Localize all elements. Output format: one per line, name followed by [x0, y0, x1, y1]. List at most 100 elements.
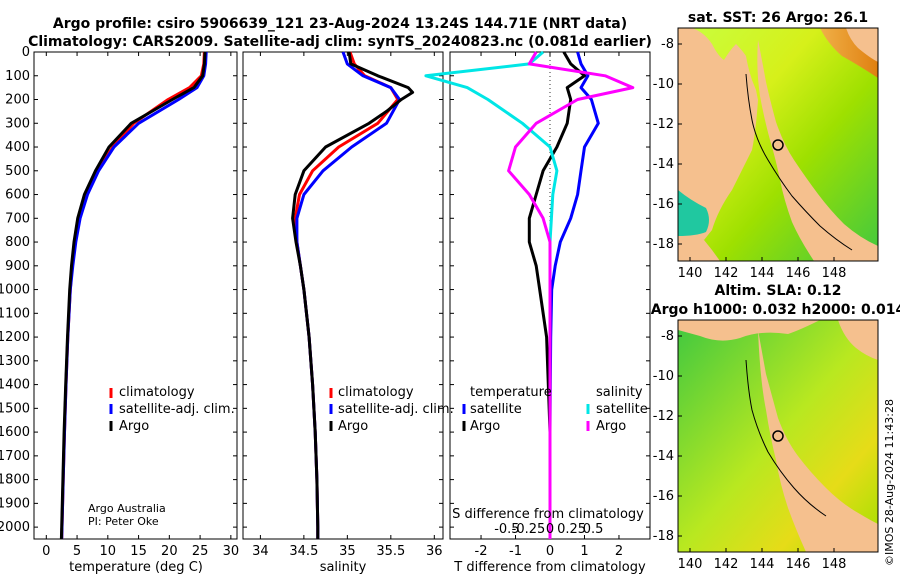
map-xtick-label: 140: [678, 557, 703, 572]
map-xtick-label: 148: [822, 266, 847, 281]
legend-title-salinity: salinity: [596, 385, 643, 400]
sla-map: [677, 319, 879, 553]
map-xtick-label: 142: [714, 557, 739, 572]
sla-map-shelf-contour: [745, 359, 827, 517]
map-xtick-label: 140: [678, 266, 703, 281]
legend-label-sal-satellite: satellite: [596, 402, 648, 417]
legend-label-satellite: satellite-adj. clim.: [338, 402, 454, 417]
map-ytick-label: -16: [653, 197, 674, 212]
depth-tick-label: 900: [5, 259, 30, 274]
sla-argo-marker: [772, 430, 784, 442]
legend-label-sal-argo: Argo: [596, 419, 626, 434]
legend-label-argo: Argo: [119, 419, 149, 434]
map-ytick-label: -18: [653, 529, 674, 544]
map-ytick-label: -14: [653, 157, 674, 172]
map-ytick-label: -14: [653, 449, 674, 464]
map-ytick-label: -10: [653, 369, 674, 384]
sla-map-subtitle: Argo h1000: 0.032 h2000: 0.014: [651, 302, 900, 318]
map-xtick-label: 148: [822, 557, 847, 572]
sst-map-title: sat. SST: 26 Argo: 26.1: [688, 10, 868, 26]
xtick-label: 25: [192, 544, 209, 559]
depth-tick-label: 1600: [0, 425, 30, 440]
depth-tick-label: 1900: [0, 496, 30, 511]
xtick-label: 34.5: [289, 544, 318, 559]
map-ytick-label: -12: [653, 117, 674, 132]
series-line-argo: [291, 51, 415, 539]
sst-map-teal-patch: [678, 190, 709, 236]
imos-watermark: ©IMOS 28-Aug-2024 11:43:28: [883, 399, 896, 566]
map-xtick-label: 146: [786, 557, 811, 572]
map-xtick-label: 146: [786, 266, 811, 281]
sla-map-frame: [677, 319, 879, 553]
xtick-label: 0: [546, 544, 554, 559]
xtick-label: -2: [475, 544, 488, 559]
xtick-label: 0: [42, 544, 50, 559]
depth-tick-label: 400: [5, 140, 30, 155]
top-tick-label: 0: [546, 522, 554, 537]
difference-legend-temperature: temperature satellite Argo: [462, 385, 552, 434]
sst-map-shelf-contour: [745, 73, 853, 251]
salinity-legend: climatology satellite-adj. clim. Argo: [329, 385, 454, 434]
salinity-axes: [242, 51, 444, 540]
credit-pi: PI: Peter Oke: [88, 515, 159, 528]
legend-label-satellite: satellite-adj. clim.: [119, 402, 235, 417]
temperature-axes: [33, 51, 238, 540]
xtick-label: -1: [509, 544, 522, 559]
depth-tick-label: 100: [5, 69, 30, 84]
map-ytick-label: -12: [653, 409, 674, 424]
legend-label-climatology: climatology: [119, 385, 195, 400]
depth-tick-label: 600: [5, 188, 30, 203]
top-tick-label: -0.5: [494, 522, 519, 537]
sla-map-land-north: [678, 320, 820, 341]
xtick-label: 2: [615, 544, 623, 559]
xtick-label: 35.5: [376, 544, 405, 559]
xtick-label: 35: [339, 544, 356, 559]
figure-title-line1: Argo profile: csiro 5906639_121 23-Aug-2…: [53, 16, 627, 32]
xtick-label: 10: [100, 544, 117, 559]
sla-map-land-ne: [838, 320, 878, 360]
depth-tick-label: 1500: [0, 401, 30, 416]
map-ytick-label: -8: [661, 37, 674, 52]
salinity-xlabel: salinity: [320, 560, 367, 575]
sst-map-land-south: [678, 230, 720, 261]
sst-map-land-north: [800, 28, 878, 62]
map-ytick-label: -16: [653, 489, 674, 504]
xtick-label: 36: [426, 544, 443, 559]
top-tick-label: 0.5: [583, 522, 604, 537]
depth-tick-label: 500: [5, 164, 30, 179]
legend-label-temp-argo: Argo: [470, 419, 500, 434]
top-tick-label: -0.25: [512, 522, 546, 537]
legend-label-temp-satellite: satellite: [470, 402, 522, 417]
sla-map-cape-york: [758, 330, 878, 552]
difference-legend-salinity: salinity satellite Argo: [586, 385, 648, 434]
depth-tick-label: 800: [5, 235, 30, 250]
difference-xlabel: T difference from climatology: [453, 560, 646, 575]
depth-tick-label: 2000: [0, 520, 30, 535]
map-xtick-label: 144: [750, 557, 775, 572]
legend-title-temperature: temperature: [470, 385, 552, 400]
xtick-label: 1: [580, 544, 588, 559]
depth-tick-label: 1400: [0, 378, 30, 393]
xtick-label: 30: [223, 544, 240, 559]
sst-argo-marker: [772, 139, 784, 151]
top-tick-label: 0.25: [557, 522, 586, 537]
map-xtick-label: 142: [714, 266, 739, 281]
depth-tick-label: 300: [5, 116, 30, 131]
depth-tick-label: 1300: [0, 354, 30, 369]
depth-tick-label: 1100: [0, 306, 30, 321]
depth-tick-label: 700: [5, 211, 30, 226]
depth-tick-label: 0: [22, 45, 30, 60]
legend-label-climatology: climatology: [338, 385, 414, 400]
difference-top-xlabel: S difference from climatology: [452, 507, 644, 522]
map-xtick-label: 144: [750, 266, 775, 281]
depth-tick-label: 1000: [0, 283, 30, 298]
depth-tick-label: 200: [5, 93, 30, 108]
sst-map: [677, 27, 879, 262]
map-ytick-label: -18: [653, 237, 674, 252]
series-line-argo: [59, 51, 207, 540]
legend-label-argo: Argo: [338, 419, 368, 434]
temperature-xlabel: temperature (deg C): [69, 560, 203, 575]
depth-tick-label: 1700: [0, 449, 30, 464]
sst-map-land-west: [678, 28, 758, 240]
map-ytick-label: -10: [653, 77, 674, 92]
